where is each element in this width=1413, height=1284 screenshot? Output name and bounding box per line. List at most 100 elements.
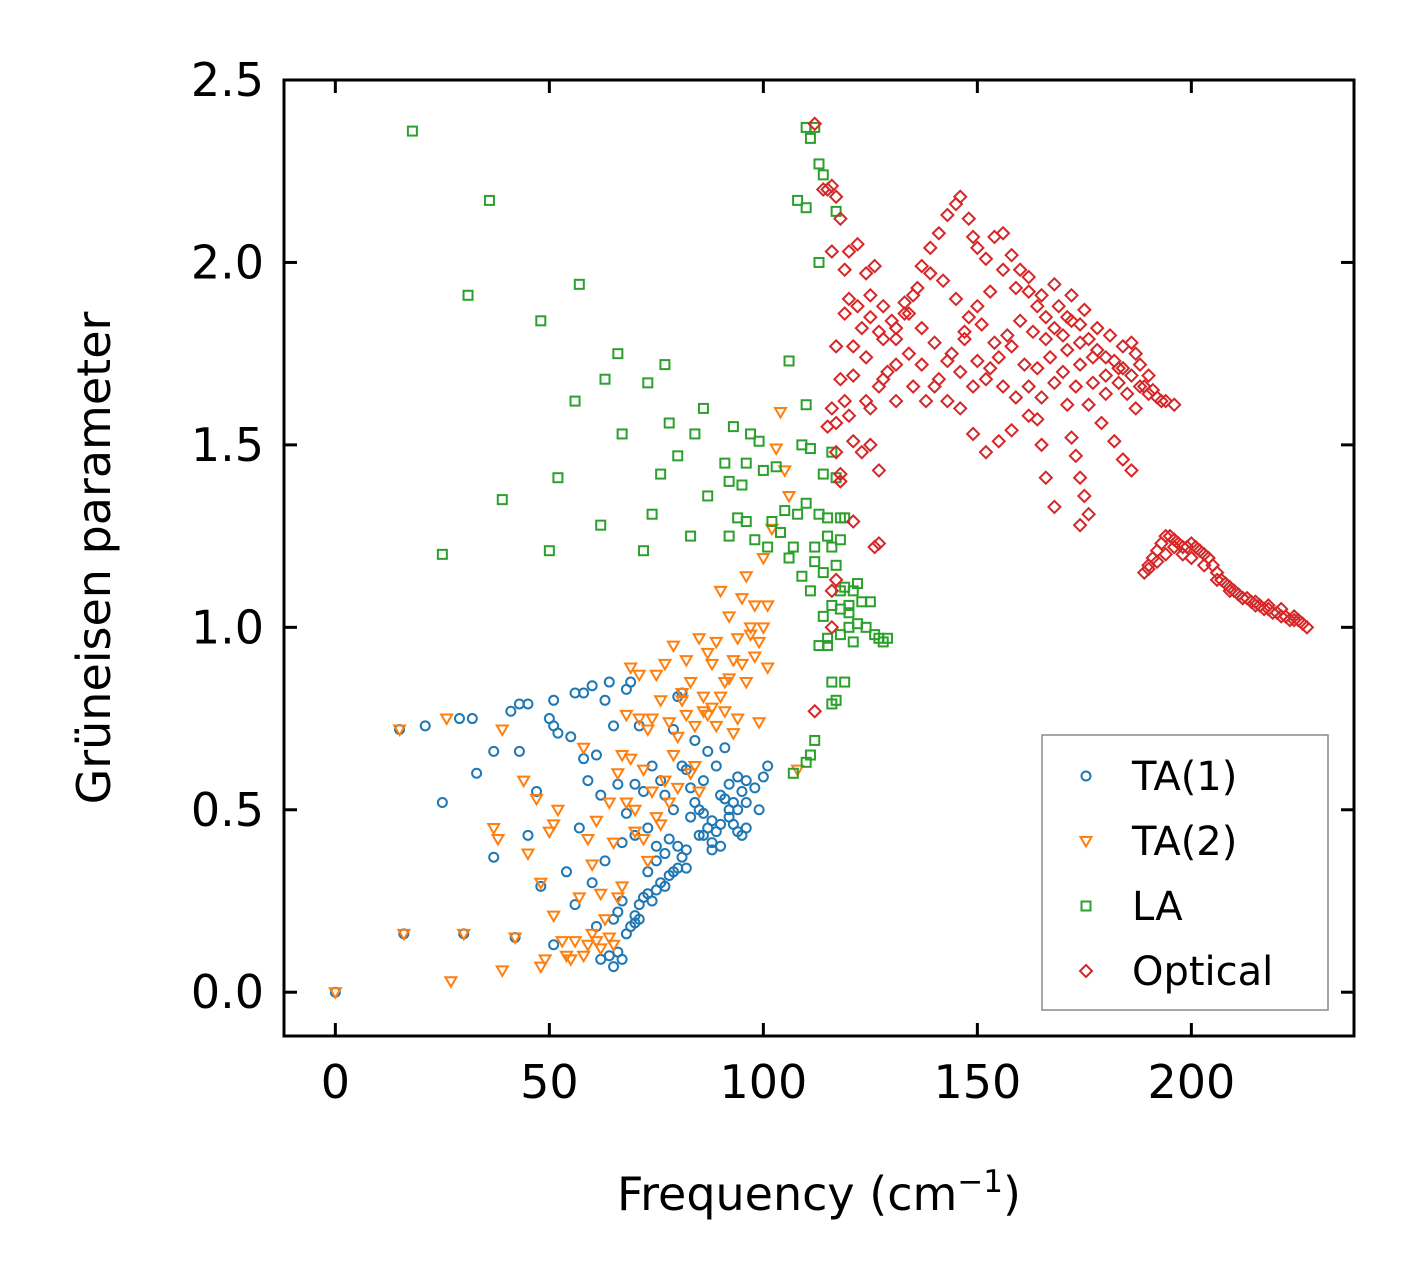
data-point (687, 720, 703, 734)
data-point (787, 767, 799, 779)
data-point (743, 629, 758, 643)
data-point (828, 338, 844, 354)
data-point (584, 928, 600, 942)
data-point (693, 829, 705, 841)
data-point (1089, 320, 1105, 336)
data-point (858, 349, 874, 365)
data-point (633, 913, 645, 925)
data-point (629, 778, 641, 790)
data-point (991, 433, 1007, 449)
data-point (773, 407, 788, 420)
data-point (1102, 328, 1118, 343)
y-tick-label: 1.5 (191, 418, 264, 472)
data-point (1025, 324, 1041, 340)
data-point (901, 306, 917, 321)
data-point (952, 364, 968, 380)
data-point (809, 556, 821, 568)
data-point (715, 818, 727, 830)
series-optical (807, 116, 1315, 719)
data-point (1038, 331, 1054, 347)
data-point (578, 687, 590, 699)
data-point (852, 578, 864, 590)
data-point (443, 976, 459, 989)
data-point (1004, 338, 1020, 354)
data-point (1046, 375, 1062, 391)
data-point (715, 840, 727, 852)
data-point (1149, 554, 1165, 570)
data-point (790, 764, 805, 778)
data-point (567, 936, 583, 949)
data-point (1141, 368, 1156, 383)
data-point (650, 840, 662, 852)
data-point (623, 753, 638, 767)
data-point (710, 760, 722, 772)
data-point (608, 720, 620, 732)
data-point (636, 833, 651, 847)
data-point (766, 516, 778, 528)
data-point (753, 804, 765, 816)
data-point (689, 734, 701, 746)
data-point (826, 698, 838, 710)
data-point (1175, 546, 1191, 562)
y-axis-label: Grüneisen parameter (67, 311, 121, 804)
data-point (582, 775, 594, 787)
data-point (740, 516, 752, 528)
data-point (683, 768, 698, 781)
data-point (897, 295, 913, 310)
data-point (559, 950, 574, 964)
data-point (1012, 262, 1028, 278)
data-point (1046, 276, 1062, 292)
data-point (623, 662, 638, 675)
data-point (1132, 357, 1148, 373)
data-point (1260, 598, 1276, 613)
data-point (632, 713, 647, 727)
data-point (1158, 393, 1174, 409)
legend-marker (1080, 900, 1092, 912)
data-point (974, 317, 990, 332)
legend-label: Optical (1132, 949, 1273, 995)
data-point (845, 368, 861, 383)
data-point (1072, 335, 1088, 351)
data-point (572, 892, 587, 905)
data-point (649, 812, 664, 825)
legend-label: LA (1132, 884, 1183, 930)
axis-ticks: 0 50 100 150 200 0.0 0.5 1.0 1.5 2.0 2.5 (191, 53, 1354, 1109)
data-point (935, 273, 951, 289)
data-point (723, 475, 735, 487)
data-point (666, 640, 681, 654)
data-point (1021, 408, 1037, 424)
data-point (824, 583, 840, 599)
data-point (743, 622, 758, 635)
data-point (995, 379, 1011, 394)
data-point (762, 541, 774, 553)
data-point (612, 348, 624, 360)
data-point (1021, 284, 1037, 300)
plot-frame (282, 78, 1356, 1038)
series-ta-2 (328, 407, 805, 1000)
data-point (580, 939, 596, 953)
data-point (646, 895, 658, 907)
data-point (1034, 390, 1049, 405)
data-point (590, 749, 602, 761)
data-point (670, 731, 685, 745)
data-point (704, 702, 720, 716)
data-point (713, 585, 728, 599)
data-point (747, 651, 763, 665)
data-point (845, 338, 861, 354)
data-point (704, 658, 720, 672)
data-point (661, 717, 677, 730)
data-point (982, 360, 998, 376)
data-point (644, 786, 660, 800)
data-point (713, 691, 728, 705)
data-point (1008, 390, 1024, 405)
data-point (822, 640, 834, 652)
data-point (1124, 463, 1139, 478)
data-point (1248, 594, 1263, 610)
data-point (957, 331, 972, 347)
data-point (824, 178, 840, 194)
data-point (687, 760, 703, 774)
data-point (845, 514, 861, 529)
data-point (488, 745, 500, 757)
data-point (978, 444, 994, 460)
data-point (1111, 360, 1127, 376)
